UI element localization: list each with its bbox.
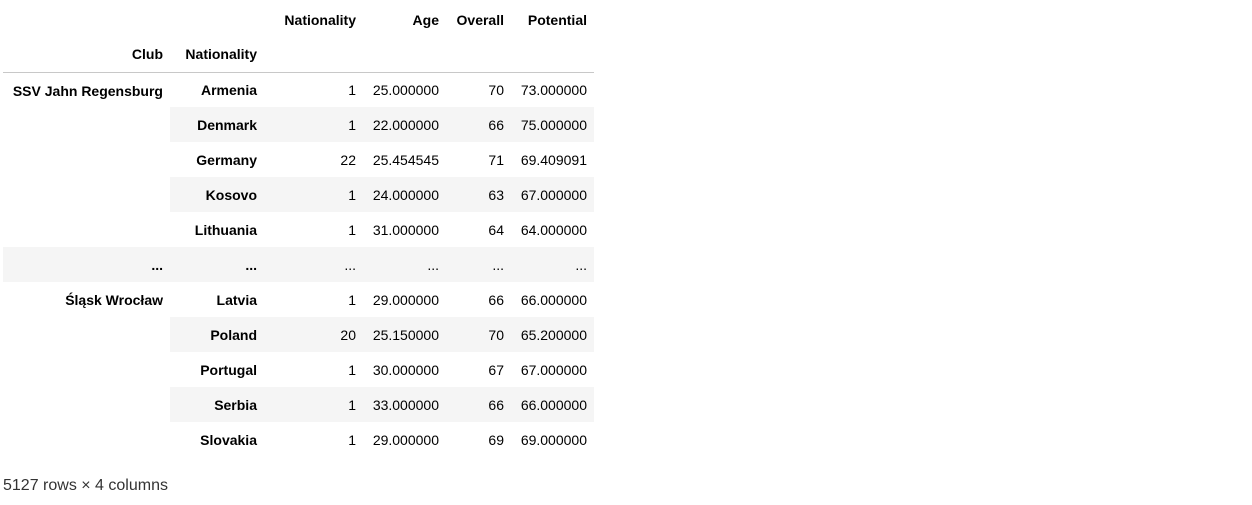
ellipsis-row: ... ... ... ... ... ... [3,247,594,282]
column-header-overall: Overall [456,11,504,28]
potential-cell: 66.000000 [520,291,587,308]
header-blank-cell [446,37,511,73]
club-index-label: SSV Jahn Regensburg [12,82,163,99]
dataframe-output: Nationality Age Overall Potential Club N… [3,2,594,457]
nationality-index-label: Latvia [216,291,257,308]
count-cell: 1 [348,81,356,98]
ellipsis-age: ... [363,247,446,282]
column-header-age: Age [412,11,439,28]
count-cell: 1 [348,361,356,378]
header-blank-cell [170,2,264,37]
age-cell: 31.000000 [372,221,439,238]
potential-cell: 67.000000 [511,177,594,212]
header-blank-cell [264,37,363,73]
count-cell: 20 [264,317,363,352]
overall-cell: 66 [488,291,504,308]
ellipsis-club: ... [3,247,170,282]
nationality-index-label: Denmark [170,107,264,142]
count-cell: 1 [348,431,356,448]
potential-cell: 69.000000 [520,431,587,448]
overall-cell: 70 [446,317,511,352]
nationality-index-label: Poland [170,317,264,352]
table-row: Śląsk Wrocław Latvia 1 29.000000 66 66.0… [3,282,594,317]
age-cell: 25.454545 [372,151,439,168]
overall-cell: 66 [446,107,511,142]
age-cell: 24.000000 [363,177,446,212]
potential-cell: 65.200000 [511,317,594,352]
age-cell: 25.150000 [363,317,446,352]
age-cell: 29.000000 [372,431,439,448]
overall-cell: 70 [488,81,504,98]
potential-cell: 75.000000 [511,107,594,142]
overall-cell: 63 [446,177,511,212]
dataframe-shape-text: 5127 rows × 4 columns [3,477,168,494]
potential-cell: 67.000000 [520,361,587,378]
nationality-index-label: Armenia [200,81,257,98]
potential-cell: 69.409091 [520,151,587,168]
potential-cell: 66.000000 [511,387,594,422]
count-cell: 1 [264,177,363,212]
nationality-index-label: Germany [196,151,257,168]
age-cell: 25.000000 [372,81,439,98]
table-row: Poland 20 25.150000 70 65.200000 [3,317,594,352]
nationality-index-label: Portugal [200,361,257,378]
nationality-index-label: Lithuania [194,221,257,238]
overall-cell: 66 [446,387,511,422]
index-name-row: Club Nationality [3,37,594,73]
column-header-potential: Potential [527,11,587,28]
count-cell: 22 [340,151,356,168]
count-cell: 1 [348,221,356,238]
count-cell: 1 [348,291,356,308]
nationality-index-label: Serbia [170,387,264,422]
table-row: Serbia 1 33.000000 66 66.000000 [3,387,594,422]
dataframe-table: Nationality Age Overall Potential Club N… [3,2,594,457]
column-header-nationality: Nationality [284,11,356,28]
header-blank-cell [3,2,170,37]
age-cell: 22.000000 [363,107,446,142]
count-cell: 1 [264,107,363,142]
index-name-club: Club [3,37,170,73]
overall-cell: 67 [488,361,504,378]
nationality-index-label: Slovakia [200,431,257,448]
table-row: SSV Jahn Regensburg Armenia 1 25.000000 … [3,72,594,107]
club-index-label: Śląsk Wrocław [65,292,163,308]
nationality-index-label: Kosovo [170,177,264,212]
overall-cell: 64 [488,221,504,238]
potential-cell: 64.000000 [520,221,587,238]
ellipsis-nationality: ... [170,247,264,282]
index-name-nationality: Nationality [170,37,264,73]
age-cell: 29.000000 [372,291,439,308]
header-blank-cell [363,37,446,73]
age-cell: 30.000000 [372,361,439,378]
header-blank-cell [511,37,594,73]
ellipsis-overall: ... [446,247,511,282]
table-row: Lithuania 1 31.000000 64 64.000000 [3,212,594,247]
table-row: Slovakia 1 29.000000 69 69.000000 [3,422,594,457]
ellipsis-potential: ... [511,247,594,282]
table-row: Germany 22 25.454545 71 69.409091 [3,142,594,177]
ellipsis-count: ... [264,247,363,282]
potential-cell: 73.000000 [520,81,587,98]
table-row: Denmark 1 22.000000 66 75.000000 [3,107,594,142]
overall-cell: 69 [488,431,504,448]
table-row: Portugal 1 30.000000 67 67.000000 [3,352,594,387]
count-cell: 1 [264,387,363,422]
table-row: Kosovo 1 24.000000 63 67.000000 [3,177,594,212]
column-header-row: Nationality Age Overall Potential [3,2,594,37]
overall-cell: 71 [488,151,504,168]
age-cell: 33.000000 [363,387,446,422]
